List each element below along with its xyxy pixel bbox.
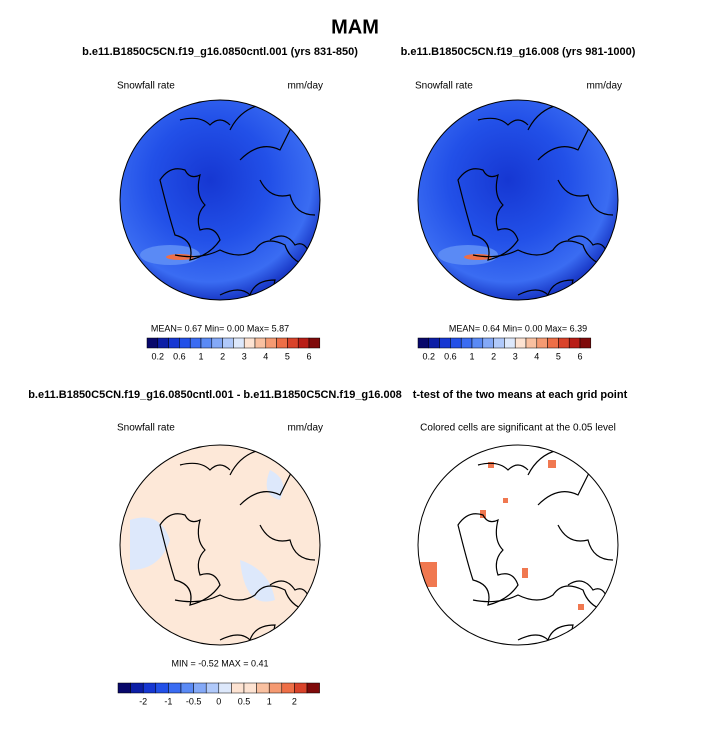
- colorbar-label: -1: [164, 696, 172, 706]
- colorbar-swatch: [287, 337, 299, 349]
- colorbar-swatch: [155, 682, 169, 694]
- colorbar-swatch: [514, 337, 527, 349]
- map-stats: MEAN= 0.64 Min= 0.00 Max= 6.39: [449, 323, 587, 333]
- colorbar-label: 0.6: [444, 351, 457, 361]
- colorbar-swatch: [276, 337, 288, 349]
- colorbar-swatch: [200, 337, 213, 349]
- colorbar-swatch: [536, 337, 548, 349]
- map: [120, 100, 320, 300]
- map: [418, 445, 618, 645]
- colorbar-label: 0.5: [238, 696, 251, 706]
- colorbar-label: 6: [306, 351, 311, 361]
- colorbar-label: 1: [469, 351, 474, 361]
- panel-title: t-test of the two means at each grid poi…: [413, 389, 628, 401]
- colorbar-swatch: [168, 682, 182, 694]
- colorbar-swatch: [231, 682, 245, 694]
- map-stats: MEAN= 0.67 Min= 0.00 Max= 5.87: [151, 323, 289, 333]
- colorbar-swatch: [493, 337, 505, 349]
- colorbar-swatch: [180, 682, 194, 694]
- colorbar-swatch: [306, 682, 320, 694]
- colorbar-swatch: [294, 682, 308, 694]
- colorbar-label: -2: [139, 696, 147, 706]
- colorbar-swatch: [243, 682, 257, 694]
- colorbar-label: 0: [216, 696, 221, 706]
- colorbar-swatch: [308, 337, 321, 349]
- colorbar-label: 4: [263, 351, 268, 361]
- colorbar-label: 1: [267, 696, 272, 706]
- colorbar-swatch: [168, 337, 180, 349]
- colorbar-swatch: [142, 682, 157, 694]
- colorbar-swatch: [579, 337, 592, 349]
- colorbar-label: 5: [556, 351, 561, 361]
- map-border: [119, 99, 321, 301]
- colorbar-label: 2: [292, 696, 297, 706]
- colorbar-label: -0.5: [186, 696, 202, 706]
- colorbar-swatch: [117, 682, 131, 694]
- colorbar-swatch: [193, 682, 207, 694]
- colorbar-swatch: [281, 682, 295, 694]
- colorbar-label: 4: [534, 351, 539, 361]
- figure-title: MAM: [331, 16, 379, 38]
- map-border: [119, 444, 321, 646]
- colorbar-label: 6: [577, 351, 582, 361]
- map-border: [417, 444, 619, 646]
- panel-left-label: Snowfall rate: [117, 423, 175, 434]
- panel-title: b.e11.B1850C5CN.f19_g16.0850cntl.001 - b…: [28, 389, 402, 401]
- map: [418, 100, 618, 300]
- colorbar-swatch: [460, 337, 473, 349]
- colorbar-swatch: [189, 337, 202, 349]
- map: [120, 445, 320, 645]
- colorbar-swatch: [233, 337, 245, 349]
- panel-left-label: Colored cells are significant at the 0.0…: [420, 423, 616, 434]
- panel-left-label: Snowfall rate: [415, 81, 473, 92]
- colorbar-swatch: [205, 682, 220, 694]
- colorbar-swatch: [243, 337, 256, 349]
- colorbar-label: 3: [242, 351, 247, 361]
- colorbar-swatch: [428, 337, 440, 349]
- colorbar-swatch: [525, 337, 538, 349]
- colorbar-label: 0.2: [152, 351, 165, 361]
- colorbar-swatch: [450, 337, 462, 349]
- colorbar-swatch: [558, 337, 570, 349]
- colorbar-label: 5: [285, 351, 290, 361]
- panel-right-label: mm/day: [586, 81, 622, 92]
- colorbar-swatch: [256, 682, 270, 694]
- colorbar-swatch: [254, 337, 267, 349]
- colorbar-swatch: [157, 337, 169, 349]
- colorbar-swatch: [265, 337, 277, 349]
- map-stats: MIN = -0.52 MAX = 0.41: [171, 658, 268, 668]
- colorbar-swatch: [218, 682, 232, 694]
- panel-title: b.e11.B1850C5CN.f19_g16.0850cntl.001 (yr…: [82, 46, 358, 58]
- colorbar-swatch: [146, 337, 159, 349]
- map-border: [417, 99, 619, 301]
- panel-right-label: mm/day: [287, 81, 323, 92]
- colorbar-label: 0.2: [423, 351, 436, 361]
- colorbar-swatch: [482, 337, 494, 349]
- colorbar-swatch: [417, 337, 430, 349]
- colorbar-swatch: [222, 337, 234, 349]
- colorbar-swatch: [504, 337, 516, 349]
- panel-title: b.e11.B1850C5CN.f19_g16.008 (yrs 981-100…: [401, 46, 636, 58]
- colorbar-swatch: [297, 337, 310, 349]
- colorbar-swatch: [130, 682, 144, 694]
- panel-right-label: mm/day: [287, 423, 323, 434]
- colorbar-label: 1: [198, 351, 203, 361]
- colorbar-label: 0.6: [173, 351, 186, 361]
- colorbar-label: 2: [220, 351, 225, 361]
- colorbar-label: 3: [513, 351, 518, 361]
- colorbar-swatch: [568, 337, 581, 349]
- colorbar-swatch: [439, 337, 451, 349]
- colorbar-swatch: [547, 337, 559, 349]
- colorbar-swatch: [211, 337, 223, 349]
- colorbar-swatch: [179, 337, 191, 349]
- colorbar-swatch: [471, 337, 484, 349]
- colorbar-swatch: [268, 682, 283, 694]
- colorbar-label: 2: [491, 351, 496, 361]
- panel-left-label: Snowfall rate: [117, 81, 175, 92]
